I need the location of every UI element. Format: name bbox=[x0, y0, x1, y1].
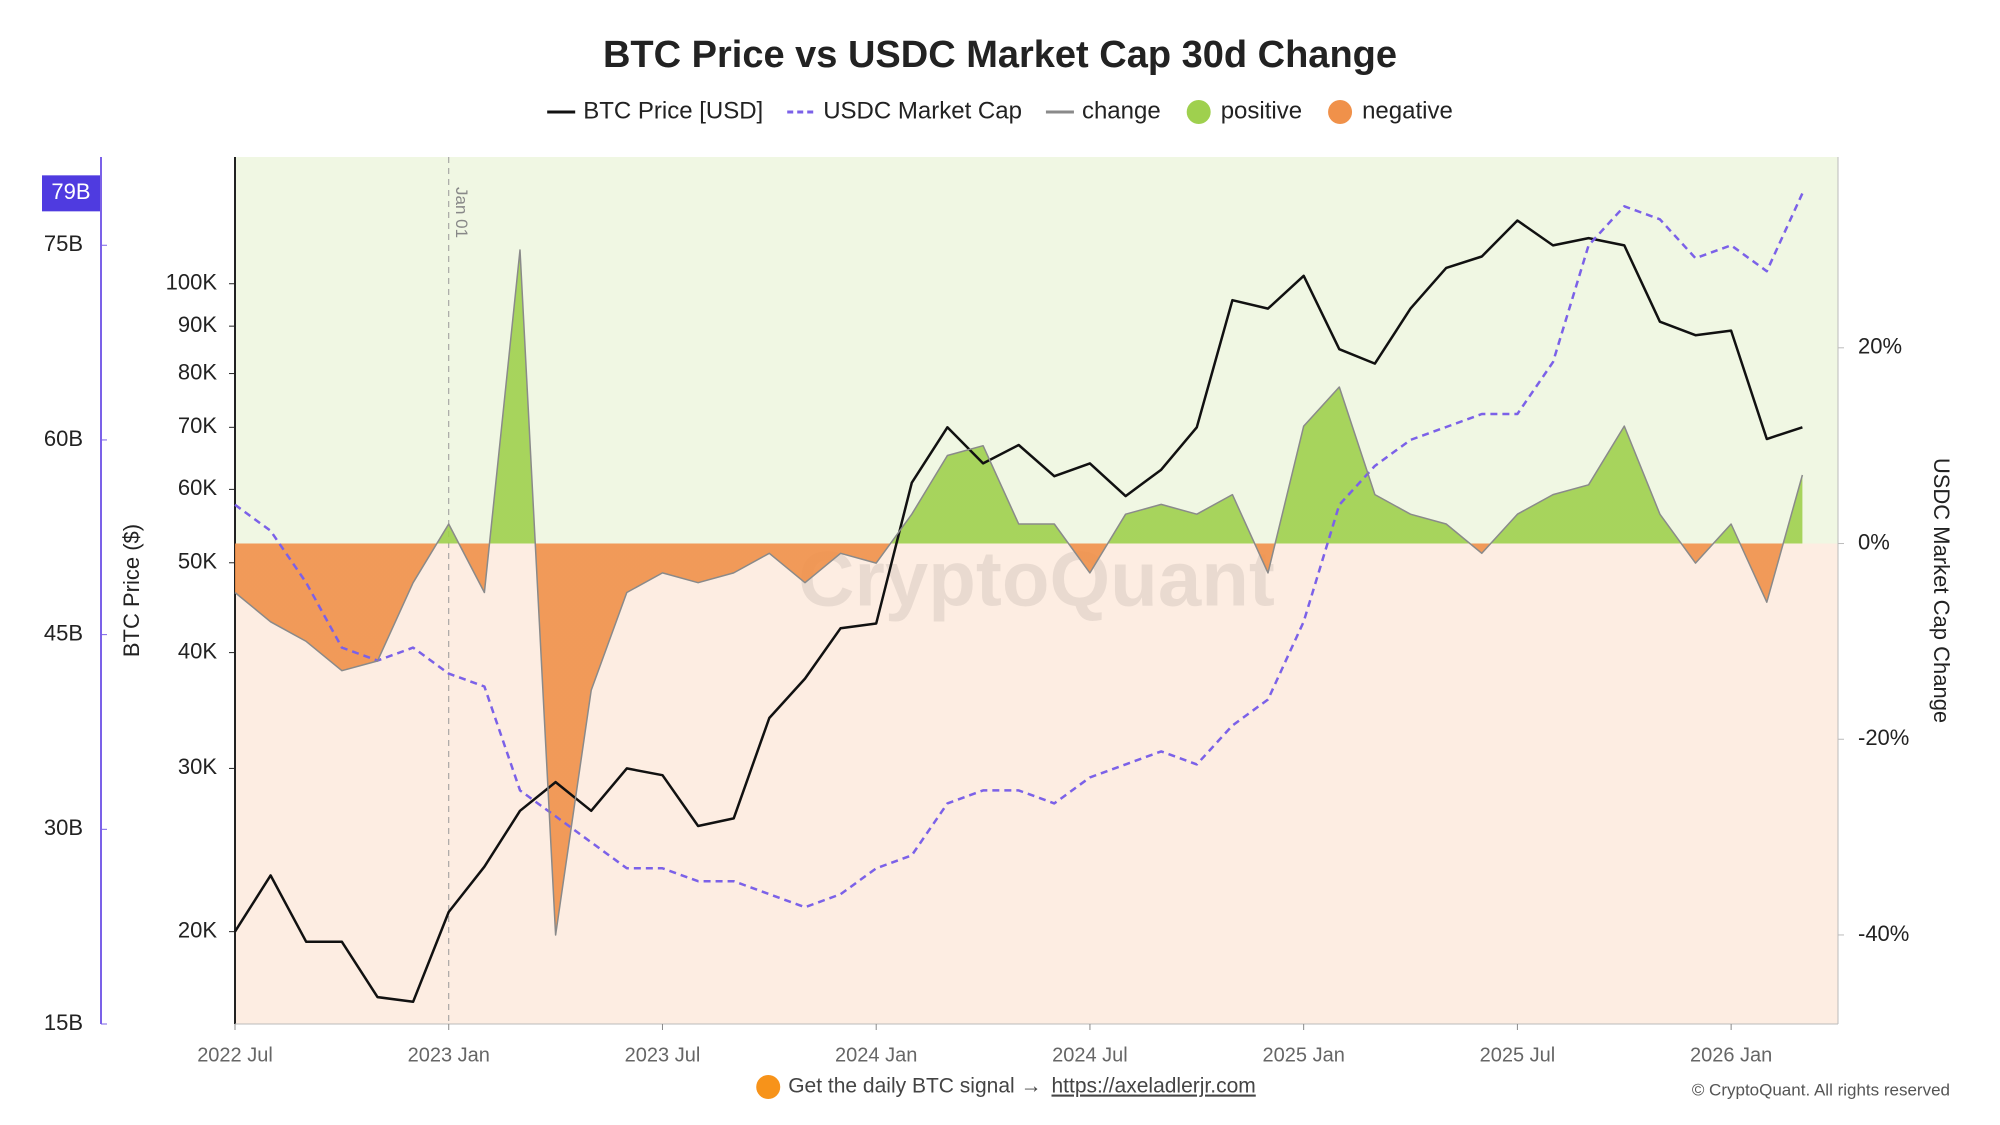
y-tick-label: 90K bbox=[178, 312, 217, 337]
x-tick-label: 2025 Jan bbox=[1263, 1044, 1345, 1066]
x-tick-label: 2026 Jan bbox=[1690, 1044, 1772, 1066]
footer-text: Get the daily BTC signal → bbox=[788, 1075, 1041, 1098]
y-tick-label: 30K bbox=[178, 754, 217, 779]
usdc-tick-label: 75B bbox=[44, 231, 83, 256]
chart-title: BTC Price vs USDC Market Cap 30d Change bbox=[603, 34, 1397, 76]
legend-swatch bbox=[1186, 100, 1211, 124]
legend-label: negative bbox=[1362, 97, 1453, 124]
negative-zone bbox=[235, 543, 1838, 1024]
y2-axis-label: USDC Market Cap Change bbox=[1929, 458, 1954, 723]
footer: Get the daily BTC signal → https://axelad… bbox=[756, 1075, 1256, 1099]
legend-swatch bbox=[1328, 100, 1353, 124]
usdc-current-label: 79B bbox=[51, 179, 90, 204]
legend-label: positive bbox=[1221, 97, 1302, 124]
x-tick-label: 2024 Jan bbox=[835, 1044, 917, 1066]
usdc-tick-label: 60B bbox=[44, 426, 83, 451]
legend-label: change bbox=[1082, 97, 1161, 124]
change-area bbox=[235, 250, 1803, 935]
legend-label: USDC Market Cap bbox=[823, 97, 1022, 124]
y2-tick-label: -40% bbox=[1858, 921, 1909, 946]
footer-link[interactable]: https://axeladlerjr.com bbox=[1052, 1075, 1256, 1098]
legend: BTC Price [USD] USDC Market Cap change posi… bbox=[547, 97, 1453, 124]
y-axis-label: BTC Price ($) bbox=[119, 524, 144, 657]
x-tick-label: 2023 Jul bbox=[625, 1044, 701, 1066]
y-tick-label: 20K bbox=[178, 917, 217, 942]
y-tick-label: 100K bbox=[166, 270, 218, 295]
y-tick-label: 60K bbox=[178, 475, 217, 500]
x-tick-label: 2023 Jan bbox=[408, 1044, 490, 1066]
x-tick-label: 2022 Jul bbox=[197, 1044, 273, 1066]
usdc-current-badge bbox=[42, 175, 100, 212]
usdc-tick-label: 45B bbox=[44, 620, 83, 645]
y-tick-label: 80K bbox=[178, 359, 217, 384]
y2-tick-label: -20% bbox=[1858, 725, 1909, 750]
y-tick-label: 70K bbox=[178, 413, 217, 438]
usdc-tick-label: 30B bbox=[44, 815, 83, 840]
legend-label: BTC Price [USD] bbox=[583, 97, 763, 124]
usdc-tick-label: 15B bbox=[44, 1010, 83, 1035]
change-line bbox=[234, 249, 1804, 936]
y-tick-label: 40K bbox=[178, 638, 217, 663]
annotation-label: Jan 01 bbox=[452, 187, 471, 238]
usdc-cap-line bbox=[234, 192, 1804, 909]
y2-tick-label: 0% bbox=[1858, 529, 1890, 554]
x-tick-label: 2025 Jul bbox=[1480, 1044, 1556, 1066]
copyright: © CryptoQuant. All rights reserved bbox=[1692, 1080, 1950, 1099]
btc-price-line bbox=[233, 219, 1803, 1004]
y-tick-label: 50K bbox=[178, 549, 217, 574]
x-tick-label: 2024 Jul bbox=[1052, 1044, 1128, 1066]
y2-tick-label: 20% bbox=[1858, 334, 1902, 359]
footer-icon bbox=[756, 1075, 781, 1099]
